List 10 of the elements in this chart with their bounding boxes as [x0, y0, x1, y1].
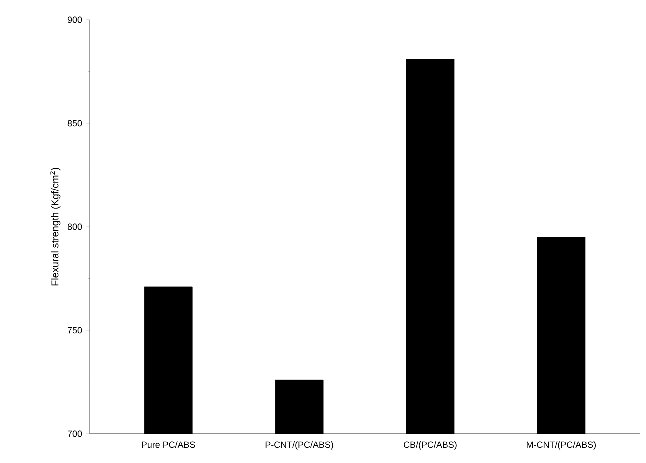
x-tick-label: Pure PC/ABS: [142, 442, 196, 448]
x-tick-label: P-CNT/(PC/ABS): [266, 442, 334, 450]
x-tick-label: M-CNT/(PC/ABS): [527, 442, 596, 450]
y-tick-label: 900: [68, 16, 82, 24]
y-tick-label: 700: [68, 430, 82, 438]
y-tick-label: 750: [68, 327, 82, 334]
y-axis-title: Flexural strength (Kgf/cm$^{2}$): [50, 168, 61, 286]
y-tick-label: 800: [68, 224, 82, 230]
x-tick-label: CB/(PC/ABS): [404, 442, 457, 450]
y-tick-label: 850: [68, 120, 82, 127]
